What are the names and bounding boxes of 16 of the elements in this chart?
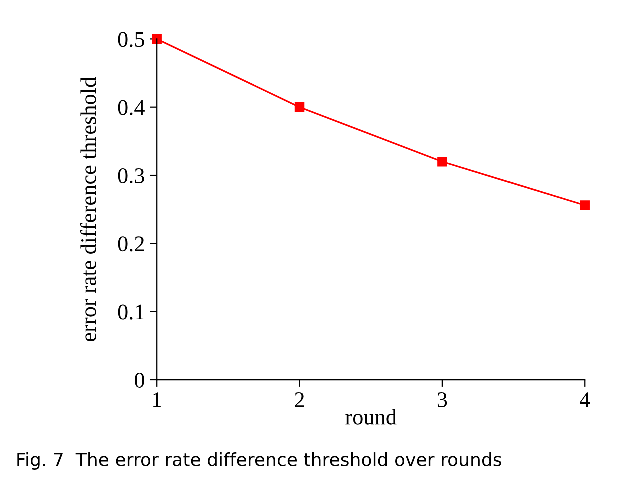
- point: [294, 102, 305, 112]
- x-tick-label: 4: [580, 392, 590, 408]
- y-tick-label: 0.2: [118, 236, 144, 252]
- point: [580, 200, 590, 210]
- y-tick-label: 0.1: [118, 304, 144, 320]
- x-tick-label: 3: [438, 392, 448, 408]
- point: [438, 157, 448, 167]
- y-tick-label: 0: [135, 372, 144, 388]
- y-tick-label: 0.5: [118, 32, 144, 48]
- y-tick-label: 0.4: [118, 100, 145, 116]
- x-tick-label: 2: [295, 392, 304, 408]
- caption: Fig. 7 The error rate difference threshold over rounds: [18, 452, 502, 470]
- x-tick-label: 1: [153, 392, 162, 408]
- y-tick-label: 0.3: [118, 168, 144, 184]
- y-axis-title: error rate difference threshold: [80, 77, 96, 342]
- x-axis-title: round: [346, 409, 397, 425]
